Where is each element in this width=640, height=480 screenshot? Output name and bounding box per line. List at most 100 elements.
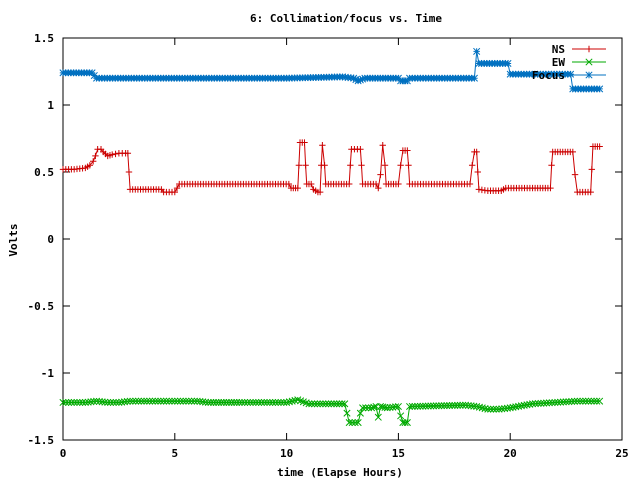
data-point-ew [584, 397, 593, 405]
data-point-ew [238, 398, 246, 407]
data-point-focus [350, 74, 358, 82]
data-point-ew [260, 398, 268, 407]
data-point-ew [341, 400, 349, 408]
legend-marker-ew [585, 58, 593, 66]
data-point-ns [173, 184, 181, 192]
data-point-ns [89, 158, 97, 165]
data-point-ns [404, 147, 411, 154]
data-point-ew [487, 405, 495, 413]
data-point-ns [468, 162, 476, 169]
data-point-ns [301, 139, 308, 146]
data-point-ew [179, 397, 187, 405]
data-point-ew [252, 398, 260, 407]
data-point-ew [506, 404, 514, 412]
data-point-ew [217, 398, 225, 407]
data-point-ns [321, 162, 328, 169]
data-point-ew [266, 398, 274, 407]
data-point-ew [157, 397, 165, 405]
data-point-ew [338, 400, 346, 408]
data-point-ew [515, 402, 523, 410]
x-tick-label: 0 [60, 447, 67, 460]
data-point-ew [148, 397, 156, 405]
data-point-ew [143, 397, 151, 405]
data-point-ew [548, 399, 556, 407]
data-point-ew [408, 402, 416, 410]
data-point-ns [381, 162, 389, 169]
data-point-ew [401, 419, 409, 427]
data-point-ew [90, 397, 98, 406]
data-point-ns [395, 180, 402, 188]
data-point-ew [146, 397, 154, 405]
data-point-ew [269, 398, 277, 407]
data-point-ew [274, 398, 282, 407]
data-point-ew [201, 398, 210, 406]
data-point-ew [403, 419, 411, 427]
data-point-ew [65, 398, 73, 407]
data-point-ew [443, 402, 451, 410]
data-point-ew [101, 398, 109, 406]
data-point-ew [215, 398, 223, 407]
data-point-ew [182, 397, 190, 405]
data-point-ew [212, 398, 220, 407]
data-point-ew [587, 397, 595, 405]
data-point-focus [356, 76, 364, 84]
data-point-ew [104, 398, 112, 407]
data-point-ew [596, 397, 604, 405]
data-point-ew [207, 398, 215, 407]
data-point-ew [392, 403, 400, 411]
data-point-ew [277, 398, 285, 407]
data-point-ns [357, 146, 364, 153]
data-point-ew [529, 400, 537, 408]
data-point-ew [421, 402, 430, 410]
data-point-ns [547, 184, 554, 192]
series-focus [59, 47, 604, 93]
data-point-ns [347, 162, 354, 169]
data-point-ew [459, 401, 467, 409]
data-point-ew [345, 419, 353, 427]
y-tick-label: -1.5 [28, 434, 55, 447]
y-axis-label: Volts [7, 223, 20, 256]
data-point-ew [534, 399, 542, 408]
data-point-ew [235, 398, 243, 407]
data-point-ns [587, 188, 594, 196]
data-point-ew [416, 402, 424, 410]
data-point-ew [411, 402, 419, 410]
data-point-ns [285, 180, 293, 188]
data-point-ew [427, 402, 435, 410]
data-point-ew [359, 404, 367, 412]
legend-label-ns: NS [552, 43, 565, 56]
data-point-ns [319, 142, 326, 149]
data-point-ns [302, 162, 309, 169]
data-point-ew [540, 399, 548, 407]
data-point-ew [537, 399, 545, 407]
data-point-ew [271, 398, 279, 407]
data-point-ew [222, 398, 230, 407]
data-point-ew [204, 398, 212, 407]
data-point-ew [59, 398, 67, 407]
data-point-focus [352, 75, 360, 84]
y-tick-label: -0.5 [28, 300, 55, 313]
data-point-ew [330, 400, 338, 408]
legend-label-focus: Focus [532, 69, 565, 82]
data-point-ew [579, 397, 587, 405]
data-point-ns [569, 148, 577, 156]
data-point-ew [140, 397, 148, 405]
data-point-ew [512, 403, 520, 411]
data-point-ew [419, 402, 427, 410]
data-point-ew [151, 397, 159, 405]
data-point-ns [474, 168, 481, 176]
data-point-ew [475, 403, 484, 411]
data-point-ns [405, 162, 412, 169]
data-point-ns [316, 188, 324, 196]
axis-ticks: 0 5 10 15 20 25 -1.5 -1 -0.5 0 0.5 1 1.5 [28, 32, 629, 460]
data-point-focus [504, 59, 512, 68]
data-point-ew [137, 397, 145, 405]
data-point-ew [209, 398, 218, 407]
data-point-ns [112, 150, 119, 158]
x-tick-label: 15 [392, 447, 405, 460]
data-point-ew [489, 405, 497, 413]
data-point-ew [354, 419, 362, 427]
data-point-ew [322, 400, 330, 408]
